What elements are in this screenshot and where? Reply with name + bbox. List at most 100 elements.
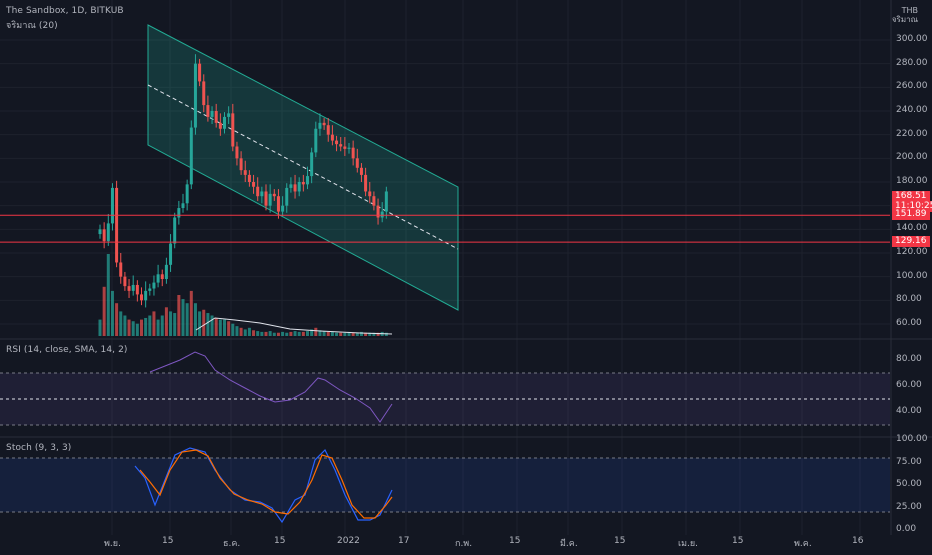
candle-body: [210, 111, 214, 117]
time-tick-label: เม.ย.: [678, 539, 699, 549]
volume-bar: [115, 303, 119, 336]
candle-body: [372, 196, 376, 206]
stoch-tick-label: 100.00: [896, 434, 928, 444]
candle-body: [301, 182, 305, 185]
price-tick-label: 200.00: [896, 152, 928, 163]
rsi-tick-label: 40.00: [896, 406, 922, 416]
volume-bar: [152, 311, 156, 336]
price-tick-label: 120.00: [896, 247, 928, 257]
volume-bar: [106, 254, 110, 336]
volume-bar: [164, 307, 168, 336]
candle-body: [181, 203, 185, 209]
candle-body: [306, 176, 309, 185]
volume-bar: [140, 319, 143, 336]
candle-body: [380, 211, 384, 218]
time-tick-label: พ.ค.: [794, 539, 812, 549]
candle-body: [272, 193, 276, 197]
volume-bar: [169, 311, 173, 336]
volume-bar: [359, 331, 363, 336]
currency-code: THB: [901, 6, 918, 15]
candle-body: [152, 282, 156, 289]
candle-body: [297, 182, 301, 192]
volume-bar: [135, 323, 139, 336]
stoch-pane: [0, 447, 890, 524]
stoch-indicator-label[interactable]: Stoch (9, 3, 3): [6, 443, 72, 453]
time-tick-label: 16: [852, 536, 864, 546]
volume-bar: [231, 323, 235, 336]
candlesticks: [98, 54, 388, 308]
currency-label[interactable]: THB จริมาณ: [892, 6, 918, 24]
grid-layer: [0, 0, 890, 535]
price-tick-label: 80.00: [896, 294, 922, 305]
candle-body: [314, 128, 318, 153]
level-tag-1: 151.89: [892, 209, 930, 220]
volume-bar: [293, 331, 297, 336]
volume-bar: [260, 331, 264, 336]
volume-bar: [144, 317, 148, 336]
candle-body: [135, 284, 139, 295]
candle-body: [227, 113, 231, 117]
candle-body: [293, 184, 297, 192]
price-tick-label: 100.00: [896, 270, 928, 281]
candle-body: [164, 264, 168, 280]
volume-bar: [193, 303, 197, 336]
candle-body: [177, 208, 181, 218]
volume-bar: [347, 331, 351, 336]
candle-body: [127, 286, 131, 291]
candle-body: [351, 147, 355, 159]
volume-bar: [119, 311, 123, 336]
rsi-indicator-label[interactable]: RSI (14, close, SMA, 14, 2): [6, 345, 128, 355]
volume-indicator-label[interactable]: จริมาณ (20): [6, 21, 58, 31]
time-tick-label: 2022: [337, 536, 360, 546]
candle-body: [235, 146, 239, 159]
candle-body: [239, 158, 243, 171]
volume-bar: [218, 319, 222, 336]
volume-bar: [148, 315, 152, 336]
candle-body: [335, 140, 339, 145]
symbol-title[interactable]: The Sandbox, 1D, BITKUB: [6, 6, 124, 16]
candle-body: [281, 205, 285, 212]
candle-body: [264, 191, 268, 206]
time-tick-label: ธ.ค.: [223, 539, 241, 549]
candle-body: [355, 158, 359, 168]
candle-body: [115, 187, 119, 263]
candle-body: [140, 294, 143, 301]
volume-bar: [314, 327, 318, 336]
volume-bar: [376, 332, 380, 336]
time-tick-label: 15: [162, 536, 174, 546]
candle-body: [364, 174, 368, 192]
volume-bar: [264, 331, 268, 336]
volume-bar: [210, 315, 214, 336]
last-price-tag: 168.51: [892, 191, 930, 202]
volume-bar: [173, 313, 177, 336]
volume-bar: [181, 299, 185, 336]
candle-body: [256, 186, 260, 197]
candle-body: [202, 81, 206, 106]
candle-body: [110, 187, 114, 224]
candle-body: [185, 184, 189, 204]
volume-bar: [98, 319, 102, 336]
candle-body: [131, 284, 135, 291]
volume-bar: [339, 332, 343, 336]
volume-bar: [110, 290, 114, 336]
price-tick-label: 240.00: [896, 105, 928, 115]
volume-bar: [160, 315, 164, 336]
time-tick-label: 15: [274, 536, 286, 546]
volume-bar: [372, 332, 376, 336]
candle-body: [359, 167, 363, 175]
time-tick-label: 15: [732, 536, 744, 546]
candle-body: [189, 127, 193, 185]
countdown-tag: 11:10:25: [892, 201, 932, 212]
candle-body: [252, 182, 256, 187]
level-tag-2: 129.16: [892, 236, 930, 247]
regression-channel[interactable]: [147, 24, 459, 311]
volume-bar: [131, 321, 135, 336]
volume-bar: [281, 331, 285, 336]
volume-bar: [252, 330, 256, 336]
volume-bar: [330, 331, 334, 336]
volume-bar: [185, 303, 189, 336]
stoch-tick-label: 25.00: [896, 501, 922, 512]
candle-body: [268, 193, 272, 206]
